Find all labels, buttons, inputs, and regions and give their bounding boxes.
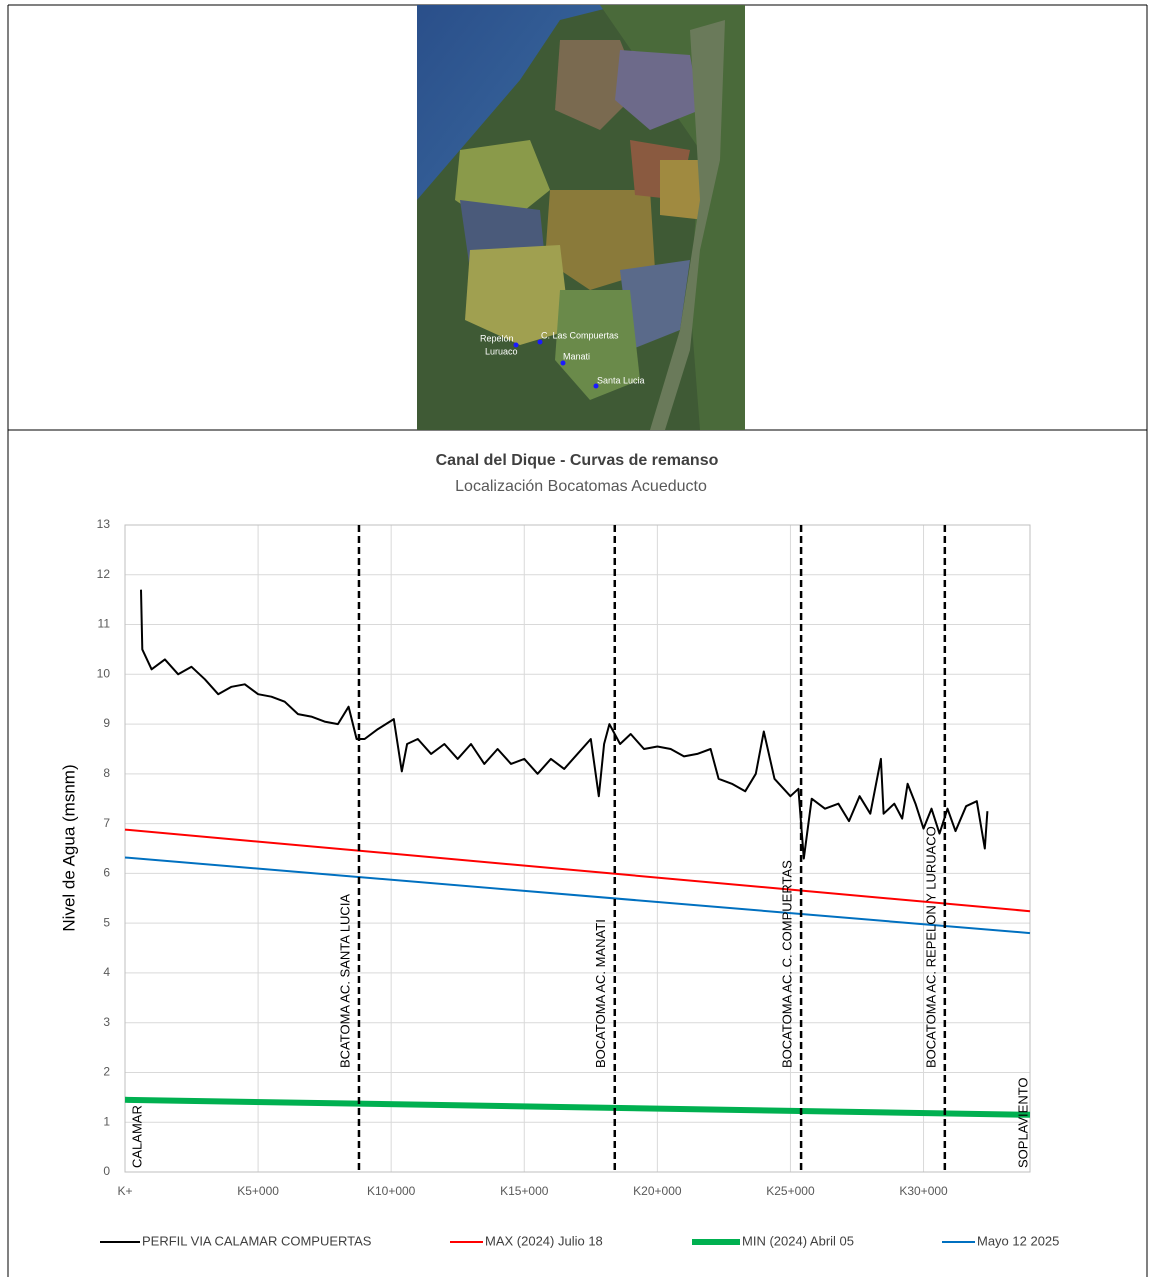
y-tick-label: 13 xyxy=(97,517,111,531)
map-label: Manati xyxy=(563,351,590,361)
x-tick-label: K15+000 xyxy=(500,1184,549,1198)
y-tick-label: 5 xyxy=(103,915,110,929)
y-axis-label: Nivel de Agua (msnm) xyxy=(59,764,78,931)
y-tick-label: 9 xyxy=(103,716,110,730)
page: Repelón Luruaco C. Las Compuertas Manati… xyxy=(0,0,1150,1277)
reference-label: BOCATOMA AC. MANATI xyxy=(593,919,608,1068)
y-tick-label: 1 xyxy=(103,1114,110,1128)
reference-label: BCATOMA AC. SANTA LUCIA xyxy=(337,894,352,1068)
map-image xyxy=(417,5,745,430)
map-label: Luruaco xyxy=(485,346,518,356)
plot-frame xyxy=(125,525,1030,1172)
data-line xyxy=(125,1100,1030,1115)
legend-label: Mayo 12 2025 xyxy=(977,1233,1059,1248)
y-tick-label: 11 xyxy=(98,617,111,631)
y-tick-label: 10 xyxy=(97,666,111,680)
end-label: SOPLAVIENTO xyxy=(1015,1077,1030,1168)
x-tick-label: K30+000 xyxy=(899,1184,948,1198)
legend-label: MAX (2024) Julio 18 xyxy=(485,1233,603,1248)
x-tick-label: K+ xyxy=(117,1184,132,1198)
map-label: C. Las Compuertas xyxy=(541,330,619,340)
y-tick-label: 6 xyxy=(103,866,110,880)
x-tick-label: K25+000 xyxy=(766,1184,815,1198)
y-tick-label: 12 xyxy=(97,567,111,581)
data-line xyxy=(125,858,1030,934)
page-frame: Repelón Luruaco C. Las Compuertas Manati… xyxy=(0,0,1150,1277)
y-tick-label: 0 xyxy=(103,1164,110,1178)
y-tick-label: 3 xyxy=(103,1015,110,1029)
data-line xyxy=(125,830,1030,912)
legend-label: PERFIL VIA CALAMAR COMPUERTAS xyxy=(142,1233,372,1248)
x-tick-label: K5+000 xyxy=(237,1184,279,1198)
x-tick-label: K10+000 xyxy=(367,1184,416,1198)
end-label: CALAMAR xyxy=(129,1105,144,1168)
legend-label: MIN (2024) Abril 05 xyxy=(742,1233,854,1248)
map-label: Santa Lucia xyxy=(597,375,645,385)
chart-title: Canal del Dique - Curvas de remanso xyxy=(436,452,719,469)
reference-label: BOCATOMA AC. C. COMPUERTAS xyxy=(780,860,795,1068)
x-tick-label: K20+000 xyxy=(633,1184,682,1198)
chart-subtitle: Localización Bocatomas Acueducto xyxy=(455,478,707,495)
map-label: Repelón xyxy=(480,333,514,343)
y-tick-label: 8 xyxy=(103,766,110,780)
reference-label: BOCATOMA AC. REPELON Y LURUACO xyxy=(923,826,938,1068)
y-tick-label: 4 xyxy=(103,965,110,979)
y-tick-label: 2 xyxy=(103,1065,110,1079)
y-tick-label: 7 xyxy=(103,816,110,830)
